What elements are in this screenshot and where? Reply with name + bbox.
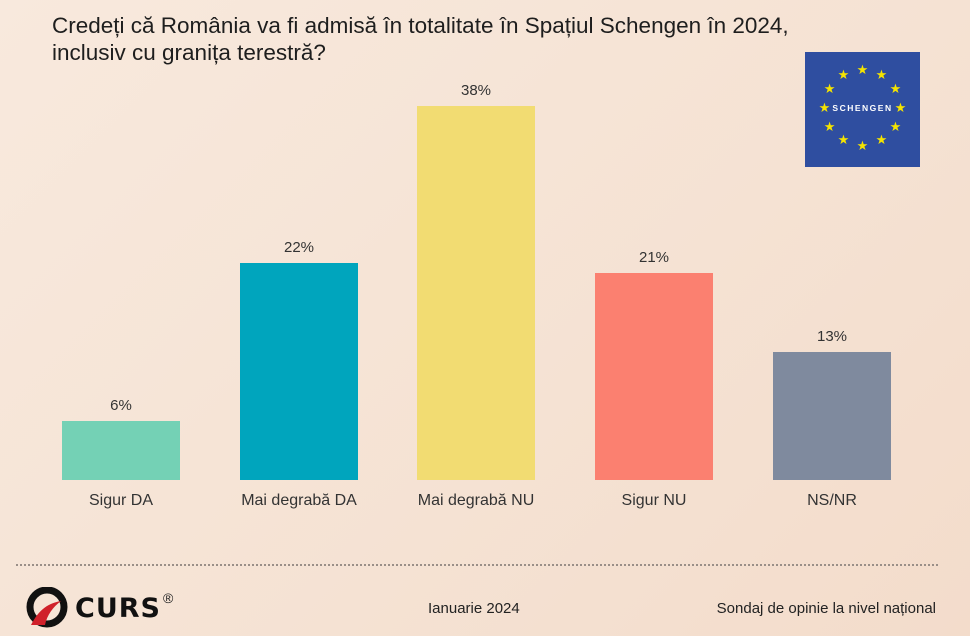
star-icon: ★ <box>823 80 836 96</box>
category-label: NS/NR <box>807 492 857 509</box>
star-icon: ★ <box>875 132 888 148</box>
divider <box>16 564 938 566</box>
data-label: 13% <box>816 328 848 346</box>
star-icon: ★ <box>856 61 869 77</box>
star-icon: ★ <box>875 66 888 82</box>
bar-5 <box>773 352 891 480</box>
star-icon: ★ <box>889 118 902 134</box>
star-icon: ★ <box>823 118 836 134</box>
chart-title: Credeți că România va fi admisă în total… <box>52 13 789 65</box>
star-icon: ★ <box>856 137 869 153</box>
category-label: Mai degrabă NU <box>417 492 535 509</box>
survey-date: Ianuarie 2024 <box>428 600 520 617</box>
data-label: 6% <box>110 396 132 414</box>
bar-4 <box>595 273 713 480</box>
logo-text: CURS <box>75 592 161 624</box>
star-icon: ★ <box>818 99 831 115</box>
bar-3 <box>417 106 535 480</box>
star-icon: ★ <box>894 99 907 115</box>
flag-label: SCHENGEN <box>832 103 893 113</box>
star-icon: ★ <box>837 66 850 82</box>
data-label: 22% <box>283 239 315 257</box>
survey-source: Sondaj de opinie la nivel național <box>716 600 936 617</box>
bar-2 <box>240 263 358 480</box>
data-label: 38% <box>460 82 492 99</box>
data-label: 21% <box>638 249 670 267</box>
category-label: Mai degrabă DA <box>241 492 357 509</box>
star-icon: ★ <box>889 80 902 96</box>
schengen-flag-icon: SCHENGEN ★ ★ ★ ★ ★ ★ ★ ★ ★ ★ ★ ★ <box>805 52 920 167</box>
category-label: Sigur DA <box>88 492 154 509</box>
star-icon: ★ <box>837 132 850 148</box>
curs-swirl-icon <box>26 587 68 628</box>
category-label: Sigur NU <box>621 492 687 509</box>
registered-mark: ® <box>162 590 174 606</box>
bar-1 <box>62 420 180 480</box>
bar-chart: 6% Sigur DA 22% Mai degrabă DA 38% Mai degrab… <box>62 82 891 509</box>
curs-logo: CURS ® <box>25 587 174 628</box>
